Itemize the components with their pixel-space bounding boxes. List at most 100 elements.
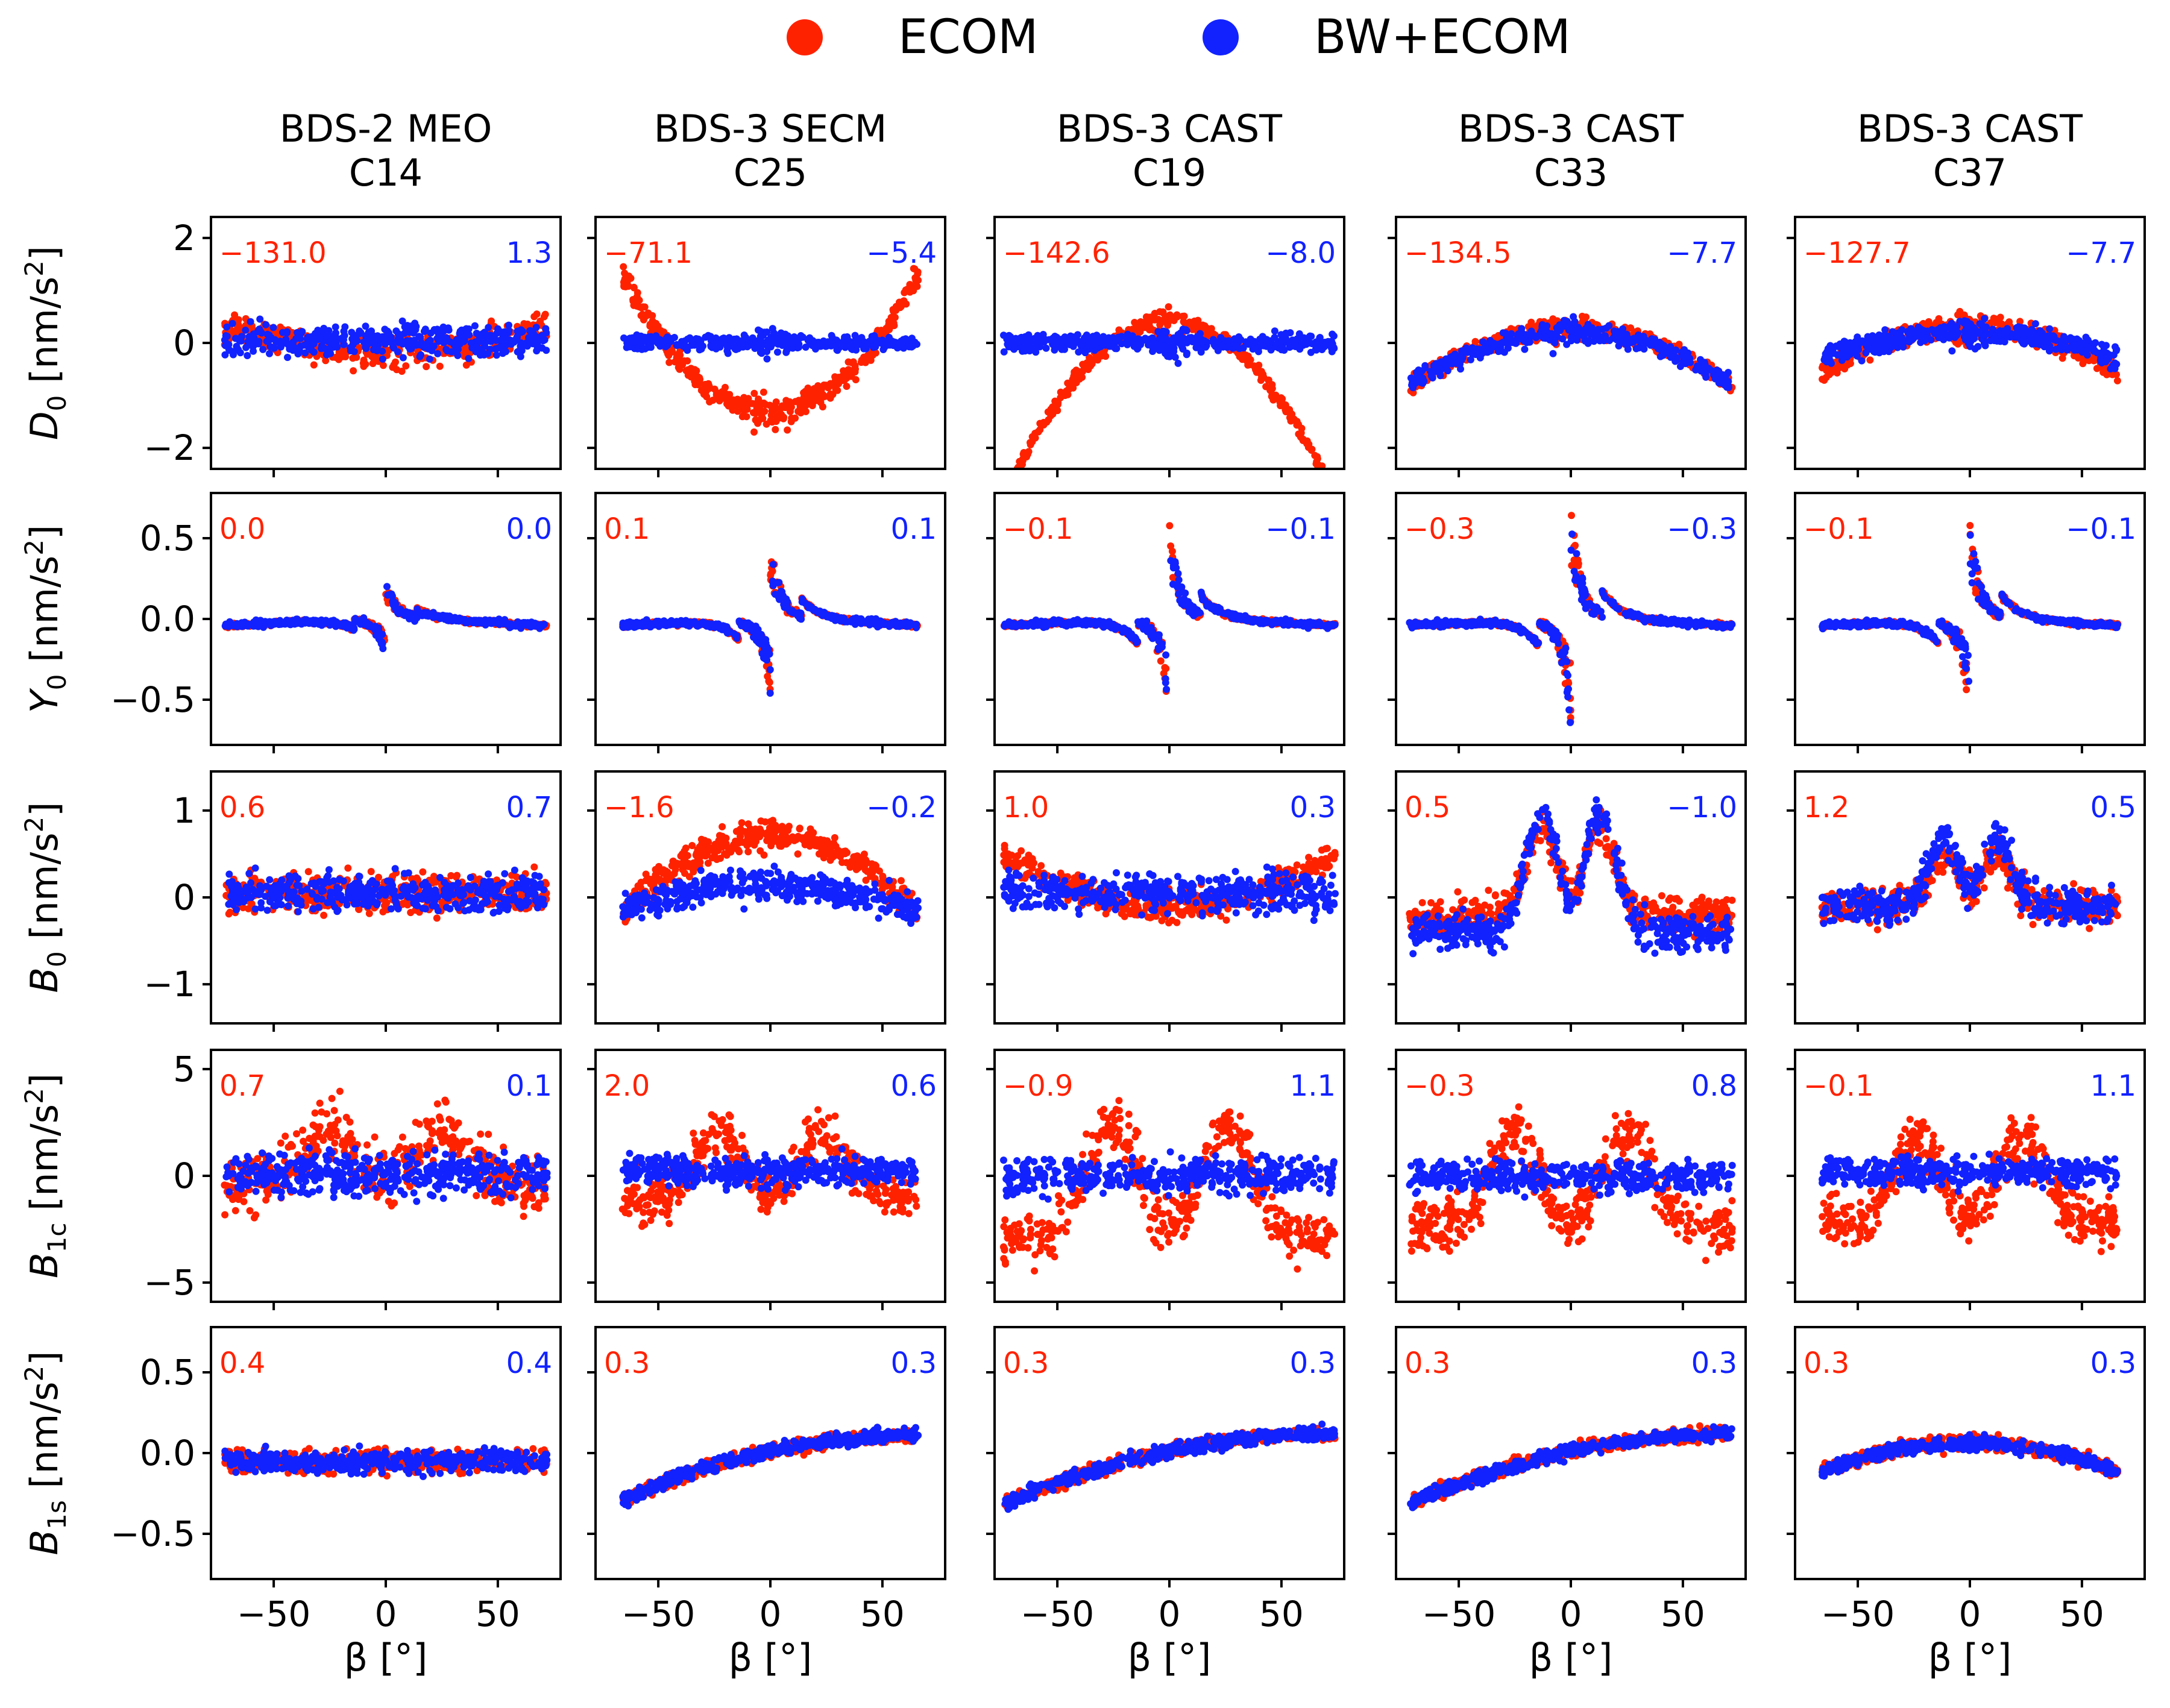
column-subtitle-4: C37 xyxy=(1933,151,2007,195)
panel-r3-c2: −0.9 1.1 xyxy=(986,1049,1345,1310)
panel-r1-c0: 0.5 0.0 −0.5 0.0 0.0 xyxy=(110,492,562,753)
series-bw-r1-c4 xyxy=(1819,532,2121,685)
stat-bw: 1.1 xyxy=(1290,1069,1336,1103)
y-axis-label-row-2: B0 [nm/s2] xyxy=(19,802,72,993)
y-tick-label: 0 xyxy=(173,322,195,363)
series-bw-r4-c0 xyxy=(221,1442,551,1480)
series-bw-r4-c2 xyxy=(1001,1421,1338,1513)
scatter-points-r0-c1 xyxy=(620,263,922,436)
series-ecom-r2-c1 xyxy=(620,817,921,926)
scatter-points-r3-c3 xyxy=(1406,1103,1736,1264)
scatter-points-r0-c2 xyxy=(1000,303,1338,469)
stat-ecom: −0.1 xyxy=(1804,1069,1874,1103)
stat-bw: 0.8 xyxy=(1691,1069,1737,1103)
series-bw-r2-c2 xyxy=(1000,863,1339,925)
legend: ECOM BW+ECOM xyxy=(787,10,1571,64)
panel-r3-c3: −0.3 0.8 xyxy=(1388,1049,1747,1310)
series-ecom-r3-c4 xyxy=(1819,1114,2121,1255)
stat-bw: −7.7 xyxy=(2066,236,2136,270)
series-ecom-r0-c3 xyxy=(1407,312,1736,397)
y-tick-label: −1 xyxy=(144,964,196,1005)
series-bw-r3-c1 xyxy=(619,1145,919,1194)
series-bw-r3-c3 xyxy=(1406,1155,1736,1201)
column-subtitle-1: C25 xyxy=(734,151,807,195)
stat-ecom: 0.5 xyxy=(1404,791,1450,824)
stat-bw: −0.2 xyxy=(866,791,937,824)
stat-bw: 0.7 xyxy=(506,791,552,824)
stat-ecom: −0.9 xyxy=(1003,1069,1074,1103)
scatter-points-r2-c4 xyxy=(1818,820,2122,934)
x-tick-label: 0 xyxy=(1959,1593,1981,1634)
scatter-points-r2-c1 xyxy=(619,817,922,927)
column-title-0: BDS-2 MEO xyxy=(280,107,492,151)
column-title-3: BDS-3 CAST xyxy=(1458,107,1684,151)
stat-bw: 0.0 xyxy=(506,512,552,546)
column-subtitle-0: C14 xyxy=(349,151,423,195)
stat-ecom: 0.3 xyxy=(1804,1346,1849,1380)
y-tick-label: 2 xyxy=(173,218,195,259)
stat-ecom: −131.0 xyxy=(219,236,327,270)
series-ecom-r0-c1 xyxy=(620,263,922,436)
x-axis-label: β [°] xyxy=(1928,1636,2012,1680)
x-tick-label: −50 xyxy=(1821,1593,1895,1634)
scatter-points-r0-c4 xyxy=(1819,307,2121,385)
series-bw-r3-c2 xyxy=(1000,1148,1338,1203)
series-ecom-r0-c2 xyxy=(1013,303,1326,469)
legend-marker-1 xyxy=(1203,19,1239,55)
stat-bw: −0.3 xyxy=(1667,512,1737,546)
y-tick-label: 0 xyxy=(173,877,195,918)
panel-r0-c4: −127.7 −7.7 xyxy=(1787,216,2146,477)
stat-bw: −7.7 xyxy=(1667,236,1737,270)
stat-ecom: −142.6 xyxy=(1003,236,1110,270)
legend-label-1: BW+ECOM xyxy=(1314,10,1571,64)
scatter-points-r4-c2 xyxy=(1001,1421,1339,1513)
x-axis-label: β [°] xyxy=(1128,1636,1212,1680)
stat-ecom: −0.3 xyxy=(1404,512,1475,546)
y-tick-label: 0.0 xyxy=(140,598,195,639)
series-bw-r1-c2 xyxy=(1001,557,1339,693)
y-tick-label: −0.5 xyxy=(110,679,195,720)
series-bw-r0-c2 xyxy=(1000,325,1338,367)
y-axis-label-row-3: B1c [nm/s2] xyxy=(19,1073,72,1278)
series-bw-r1-c1 xyxy=(619,560,920,697)
panel-r1-c1: 0.1 0.1 xyxy=(587,492,946,753)
panel-r1-c3: −0.3 −0.3 xyxy=(1388,492,1747,753)
series-bw-r0-c4 xyxy=(1820,315,2121,372)
stat-ecom: 0.3 xyxy=(1003,1346,1049,1380)
scatter-points-r2-c2 xyxy=(1000,841,1339,927)
y-tick-label: 0 xyxy=(173,1155,195,1196)
x-axis-label: β [°] xyxy=(1529,1636,1613,1680)
stat-ecom: −0.1 xyxy=(1804,512,1874,546)
series-ecom-r1-c0 xyxy=(222,589,550,644)
y-axis-label-row-1: Y0 [nm/s2] xyxy=(19,525,72,713)
stat-ecom: 1.0 xyxy=(1003,791,1049,824)
x-tick-label: −50 xyxy=(621,1593,695,1634)
panel-r3-c4: −0.1 1.1 xyxy=(1787,1049,2146,1310)
x-axis-label: β [°] xyxy=(344,1636,428,1680)
stat-ecom: −0.3 xyxy=(1404,1069,1475,1103)
stat-bw: −5.4 xyxy=(866,236,937,270)
stat-bw: 0.6 xyxy=(891,1069,937,1103)
panel-r2-c3: 0.5 −1.0 xyxy=(1388,770,1747,1032)
series-bw-r3-c0 xyxy=(222,1144,551,1205)
panel-r1-c2: −0.1 −0.1 xyxy=(986,492,1345,753)
x-tick-label: 50 xyxy=(1259,1593,1304,1634)
stat-ecom: 0.7 xyxy=(219,1069,265,1103)
panel-r0-c2: −142.6 −8.0 xyxy=(986,216,1345,477)
column-title-4: BDS-3 CAST xyxy=(1857,107,2083,151)
panel-r2-c4: 1.2 0.5 xyxy=(1787,770,2146,1032)
x-tick-label: 0 xyxy=(1560,1593,1582,1634)
y-tick-label: −0.5 xyxy=(110,1513,195,1554)
series-bw-r2-c1 xyxy=(619,862,922,927)
stat-ecom: 2.0 xyxy=(604,1069,650,1103)
stat-bw: 1.3 xyxy=(506,236,552,270)
stat-ecom: 0.0 xyxy=(219,512,265,546)
scatter-points-r1-c4 xyxy=(1819,522,2122,694)
column-subtitle-3: C33 xyxy=(1534,151,1608,195)
panel-r3-c1: 2.0 0.6 xyxy=(587,1049,946,1310)
stat-bw: −0.1 xyxy=(1265,512,1336,546)
stat-bw: 0.3 xyxy=(1691,1346,1737,1380)
series-bw-r0-c1 xyxy=(620,325,920,363)
stat-ecom: −1.6 xyxy=(604,791,675,824)
